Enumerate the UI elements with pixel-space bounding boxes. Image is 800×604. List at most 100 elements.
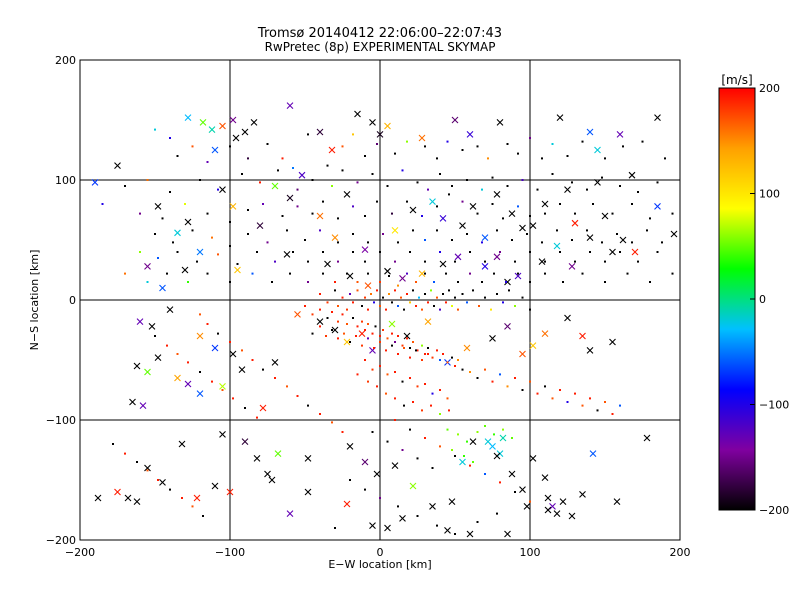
meteor-echo-dot	[424, 239, 426, 241]
meteor-echo-dot	[412, 401, 414, 403]
meteor-echo-dot	[451, 305, 453, 307]
meteor-echo-dot	[439, 389, 441, 391]
meteor-echo-dot	[484, 296, 486, 299]
meteor-echo-dot	[457, 308, 459, 311]
meteor-echo-dot	[386, 440, 389, 443]
meteor-echo-cross	[241, 128, 249, 136]
meteor-echo-dot	[476, 145, 479, 148]
meteor-echo-dot	[536, 392, 539, 395]
meteor-echo-cross	[388, 320, 396, 328]
meteor-echo-dot	[656, 251, 659, 253]
meteor-echo-dot	[641, 140, 644, 143]
y-tick-label: 100	[55, 174, 76, 187]
meteor-echo-dot	[356, 281, 359, 283]
meteor-echo-dot	[262, 203, 264, 205]
meteor-echo-cross	[454, 253, 462, 261]
meteor-echo-cross	[448, 498, 456, 505]
meteor-echo-cross	[184, 114, 192, 121]
meteor-echo-dot	[394, 371, 396, 373]
meteor-echo-dot	[506, 143, 509, 145]
meteor-echo-dot	[394, 260, 396, 263]
meteor-echo-dot	[274, 260, 276, 263]
meteor-echo-dot	[416, 181, 419, 184]
x-tick-label: −200	[65, 546, 95, 559]
meteor-echo-cross	[508, 210, 516, 217]
meteor-echo-cross	[196, 248, 204, 256]
plot-frame	[79, 59, 681, 541]
meteor-echo-dot	[355, 335, 357, 337]
meteor-echo-dot	[379, 251, 381, 253]
meteor-echo-dot	[526, 233, 528, 235]
meteor-echo-cross	[286, 102, 294, 109]
meteor-echo-dot	[217, 253, 219, 256]
meteor-echo-dot	[199, 371, 201, 373]
y-tick-label: 0	[69, 294, 76, 307]
meteor-echo-cross	[564, 186, 571, 193]
meteor-echo-dot	[367, 337, 369, 340]
meteor-echo-dot	[421, 308, 423, 311]
meteor-echo-dot	[376, 200, 378, 203]
meteor-echo-cross	[144, 263, 151, 270]
meteor-echo-dot	[604, 281, 606, 283]
meteor-echo-dot	[391, 332, 393, 335]
meteor-echo-dot	[397, 335, 399, 337]
meteor-echo-cross	[384, 267, 391, 275]
meteor-echo-dot	[334, 289, 336, 292]
meteor-echo-dot	[307, 133, 309, 136]
meteor-echo-dot	[424, 272, 426, 275]
meteor-echo-dot	[352, 317, 354, 319]
meteor-echo-dot	[472, 289, 474, 292]
meteor-echo-cross	[553, 510, 561, 517]
meteor-echo-dot	[589, 397, 591, 400]
meteor-echo-dot	[421, 409, 423, 412]
meteor-echo-dot	[430, 289, 432, 292]
meteor-echo-cross	[324, 260, 331, 268]
meteor-echo-dot	[604, 401, 606, 403]
meteor-echo-dot	[424, 293, 426, 295]
meteor-echo-dot	[646, 229, 648, 232]
meteor-echo-dot	[505, 281, 507, 283]
meteor-echo-dot	[379, 335, 381, 337]
meteor-echo-dot	[154, 335, 156, 337]
meteor-echo-dot	[337, 320, 339, 323]
meteor-echo-dot	[517, 205, 519, 208]
meteor-echo-dot	[322, 272, 324, 275]
colorbar-tick-label: −100	[759, 399, 789, 412]
meteor-echo-cross	[559, 498, 567, 505]
meteor-echo-dot	[391, 344, 393, 347]
meteor-echo-dot	[469, 272, 471, 275]
meteor-echo-cross	[133, 362, 141, 370]
meteor-echo-dot	[346, 323, 348, 325]
meteor-echo-cross	[229, 203, 237, 210]
meteor-echo-dot	[481, 281, 483, 283]
meteor-echo-cross	[586, 128, 594, 136]
meteor-echo-dot	[154, 128, 156, 131]
meteor-echo-dot	[382, 233, 384, 235]
meteor-echo-cross	[568, 512, 576, 520]
meteor-echo-dot	[421, 215, 423, 217]
meteor-echo-dot	[469, 464, 471, 467]
meteor-echo-dot	[406, 293, 408, 295]
meteor-echo-cross	[571, 219, 579, 227]
meteor-echo-dot	[631, 203, 633, 205]
meteor-echo-dot	[499, 373, 501, 376]
meteor-echo-dot	[506, 185, 509, 187]
meteor-echo-dot	[397, 284, 399, 287]
meteor-echo-dot	[370, 293, 372, 295]
meteor-echo-cross	[94, 494, 102, 502]
meteor-echo-cross	[274, 450, 282, 457]
meteor-echo-dot	[415, 349, 417, 352]
meteor-echo-cross	[343, 338, 351, 346]
meteor-echo-cross	[493, 253, 501, 261]
meteor-echo-dot	[406, 140, 408, 143]
meteor-echo-dot	[352, 133, 354, 136]
colorbar-tick-label: −200	[759, 504, 789, 517]
meteor-echo-dot	[256, 416, 258, 419]
meteor-echo-cross	[174, 229, 181, 237]
meteor-echo-dot	[236, 263, 239, 265]
meteor-echo-dot	[385, 392, 387, 395]
meteor-echo-cross	[328, 146, 336, 154]
meteor-echo-cross	[331, 326, 339, 334]
meteor-echo-dot	[322, 200, 324, 203]
meteor-echo-dot	[466, 179, 468, 181]
